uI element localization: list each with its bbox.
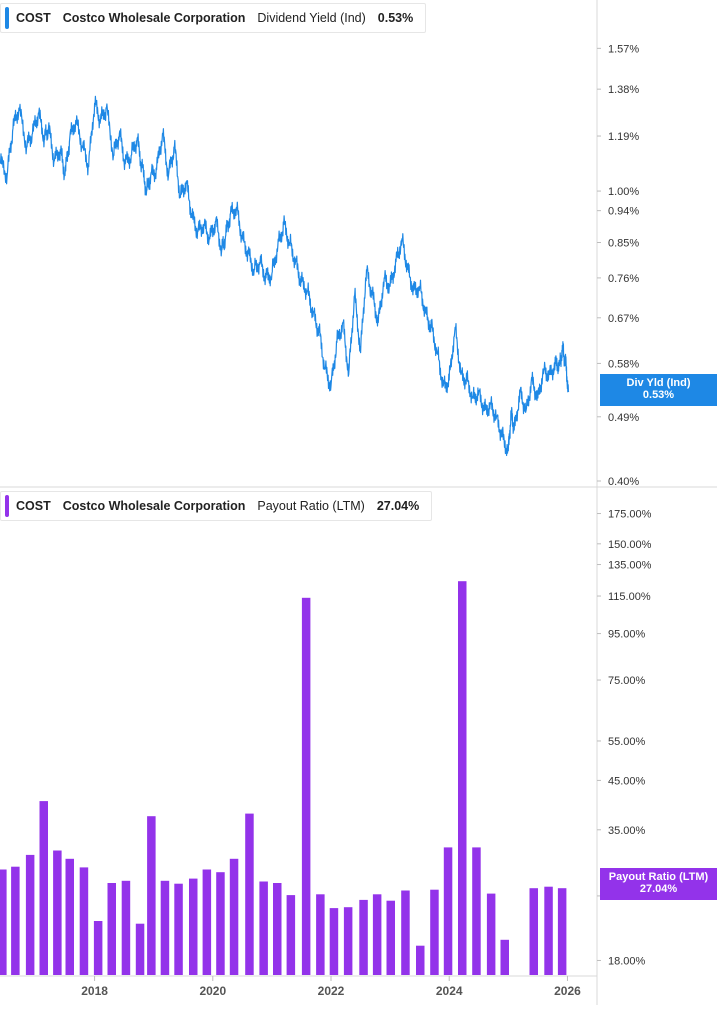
- y-tick-label: 35.00%: [608, 825, 646, 837]
- dividend-yield-swatch: [5, 7, 9, 29]
- payout-ratio-bar: [93, 921, 103, 975]
- legend-metric: Dividend Yield (Ind): [257, 11, 366, 25]
- x-tick-label: 2020: [199, 984, 226, 998]
- y-tick-label: 18.00%: [608, 955, 646, 967]
- y-tick-label: 0.94%: [608, 206, 639, 218]
- payout-ratio-bar: [53, 850, 62, 975]
- current-label-name: Div Yld (Ind): [626, 377, 691, 389]
- payout-ratio-bar: [202, 869, 212, 975]
- payout-ratio-bar: [259, 881, 268, 975]
- payout-ratio-bar: [529, 888, 538, 975]
- payout-ratio-bar: [79, 867, 89, 975]
- payout-ratio-legend: COST Costco Wholesale Corporation Payout…: [0, 491, 433, 521]
- payout-ratio-swatch: [5, 495, 9, 517]
- payout-ratio-bar: [25, 854, 35, 975]
- dividend-yield-line: [0, 95, 570, 457]
- x-tick-label: 2022: [318, 984, 345, 998]
- payout-ratio-bar: [229, 858, 239, 975]
- x-tick-label: 2026: [554, 984, 581, 998]
- payout-ratio-bar: [343, 907, 353, 975]
- y-tick-label: 45.00%: [608, 775, 646, 787]
- payout-ratio-bar: [401, 890, 410, 975]
- payout-ratio-bar: [359, 899, 368, 975]
- y-tick-label: 0.85%: [608, 237, 639, 249]
- y-tick-label: 95.00%: [608, 629, 646, 641]
- payout-ratio-bar: [443, 847, 453, 975]
- payout-ratio-bar: [11, 866, 20, 975]
- payout-ratio-bar: [0, 869, 7, 975]
- payout-ratio-bar: [135, 923, 145, 975]
- y-tick-label: 55.00%: [608, 736, 646, 748]
- payout-ratio-bar: [472, 847, 481, 975]
- x-tick-label: 2018: [81, 984, 108, 998]
- payout-ratio-bar: [500, 939, 509, 975]
- payout-ratio-bar: [174, 883, 183, 975]
- payout-ratio-current-label: Payout Ratio (LTM) 27.04%: [600, 868, 717, 900]
- current-label-name: Payout Ratio (LTM): [608, 871, 709, 883]
- legend-metric: Payout Ratio (LTM): [257, 499, 365, 513]
- current-label-value: 27.04%: [639, 883, 678, 895]
- y-tick-label: 0.58%: [608, 358, 639, 370]
- y-tick-label: 0.40%: [608, 476, 639, 488]
- payout-ratio-bar: [286, 895, 296, 975]
- payout-ratio-bar: [301, 597, 311, 975]
- payout-ratio-bar: [386, 900, 395, 975]
- legend-company: Costco Wholesale Corporation: [62, 499, 246, 513]
- payout-ratio-bar: [544, 886, 553, 975]
- payout-ratio-bar: [329, 908, 339, 975]
- legend-company: Costco Wholesale Corporation: [62, 11, 246, 25]
- payout-ratio-bar: [245, 813, 254, 975]
- y-tick-label: 1.57%: [608, 43, 639, 55]
- y-tick-label: 175.00%: [608, 509, 652, 521]
- payout-ratio-bar: [372, 894, 382, 975]
- y-tick-label: 1.19%: [608, 131, 639, 143]
- legend-ticker: COST: [16, 11, 51, 25]
- y-tick-label: 1.00%: [608, 186, 639, 198]
- payout-ratio-bar: [160, 880, 170, 975]
- y-tick-label: 0.49%: [608, 412, 639, 424]
- y-tick-label: 0.67%: [608, 313, 639, 325]
- payout-ratio-bar: [416, 945, 425, 975]
- y-tick-label: 150.00%: [608, 539, 652, 551]
- legend-ticker: COST: [16, 499, 51, 513]
- payout-ratio-bar: [430, 889, 439, 975]
- payout-ratio-bar: [316, 894, 325, 975]
- payout-ratio-bar: [107, 883, 116, 975]
- payout-ratio-bar: [189, 878, 198, 975]
- payout-ratio-bar: [458, 581, 467, 975]
- y-tick-label: 0.76%: [608, 273, 639, 285]
- dividend-yield-legend: COST Costco Wholesale Corporation Divide…: [0, 3, 427, 33]
- payout-ratio-bar: [273, 883, 282, 975]
- legend-current-value: 27.04%: [376, 499, 420, 513]
- x-tick-label: 2024: [436, 984, 463, 998]
- payout-ratio-bar: [216, 872, 225, 975]
- payout-ratio-bar: [147, 816, 156, 975]
- y-tick-label: 1.38%: [608, 84, 639, 96]
- current-label-value: 0.53%: [642, 389, 675, 401]
- payout-ratio-bar: [557, 888, 567, 975]
- legend-current-value: 0.53%: [377, 11, 414, 25]
- y-tick-label: 115.00%: [608, 591, 651, 603]
- payout-ratio-bar: [121, 880, 131, 975]
- payout-ratio-bar: [65, 858, 74, 975]
- payout-ratio-bar: [39, 801, 48, 975]
- dividend-yield-current-label: Div Yld (Ind) 0.53%: [600, 374, 717, 406]
- payout-ratio-bar: [486, 893, 496, 975]
- y-tick-label: 75.00%: [608, 675, 646, 687]
- y-tick-label: 135.00%: [608, 560, 652, 572]
